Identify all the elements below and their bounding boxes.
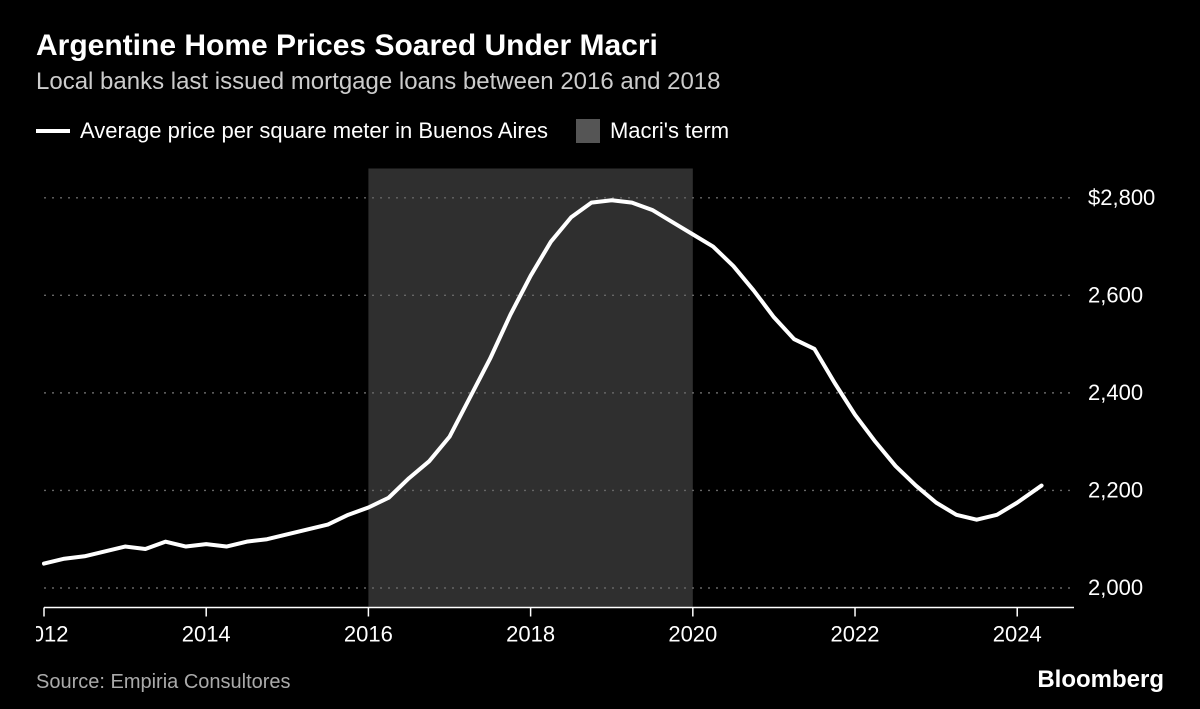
y-tick-label: 2,600: [1088, 282, 1143, 307]
source-text: Source: Empiria Consultores: [36, 671, 291, 694]
legend-line-swatch: [36, 129, 70, 133]
x-tick-label: 2024: [993, 622, 1042, 647]
brand-text: Bloomberg: [1037, 666, 1164, 694]
legend-item-band: Macri's term: [576, 118, 729, 144]
y-tick-label: 2,400: [1088, 380, 1143, 405]
x-tick-label: 2022: [831, 622, 880, 647]
x-tick-label: 2014: [182, 622, 231, 647]
legend-band-label: Macri's term: [610, 118, 729, 144]
chart-subtitle: Local banks last issued mortgage loans b…: [36, 68, 1164, 96]
chart-plot-area: 2,000 2,200 2,400 2,600 $2,800 2012 2014 2016 20…: [36, 152, 1164, 654]
chart-title: Argentine Home Prices Soared Under Macri: [36, 28, 1164, 64]
y-tick-label: 2,000: [1088, 575, 1143, 600]
y-tick-label: $2,800: [1088, 185, 1155, 210]
x-tick-label: 2020: [668, 622, 717, 647]
chart-container: Argentine Home Prices Soared Under Macri…: [0, 0, 1200, 709]
chart-footer: Source: Empiria Consultores Bloomberg: [36, 666, 1164, 694]
x-tick-label: 2018: [506, 622, 555, 647]
y-tick-label: 2,200: [1088, 477, 1143, 502]
legend-box-swatch: [576, 119, 600, 143]
chart-svg: 2,000 2,200 2,400 2,600 $2,800 2012 2014 2016 20…: [36, 152, 1164, 654]
legend-item-series: Average price per square meter in Buenos…: [36, 118, 548, 144]
x-tick-label: 2016: [344, 622, 393, 647]
x-tick-label: 2012: [36, 622, 68, 647]
macri-term-band: [368, 169, 692, 608]
chart-legend: Average price per square meter in Buenos…: [36, 118, 1164, 144]
legend-series-label: Average price per square meter in Buenos…: [80, 118, 548, 144]
